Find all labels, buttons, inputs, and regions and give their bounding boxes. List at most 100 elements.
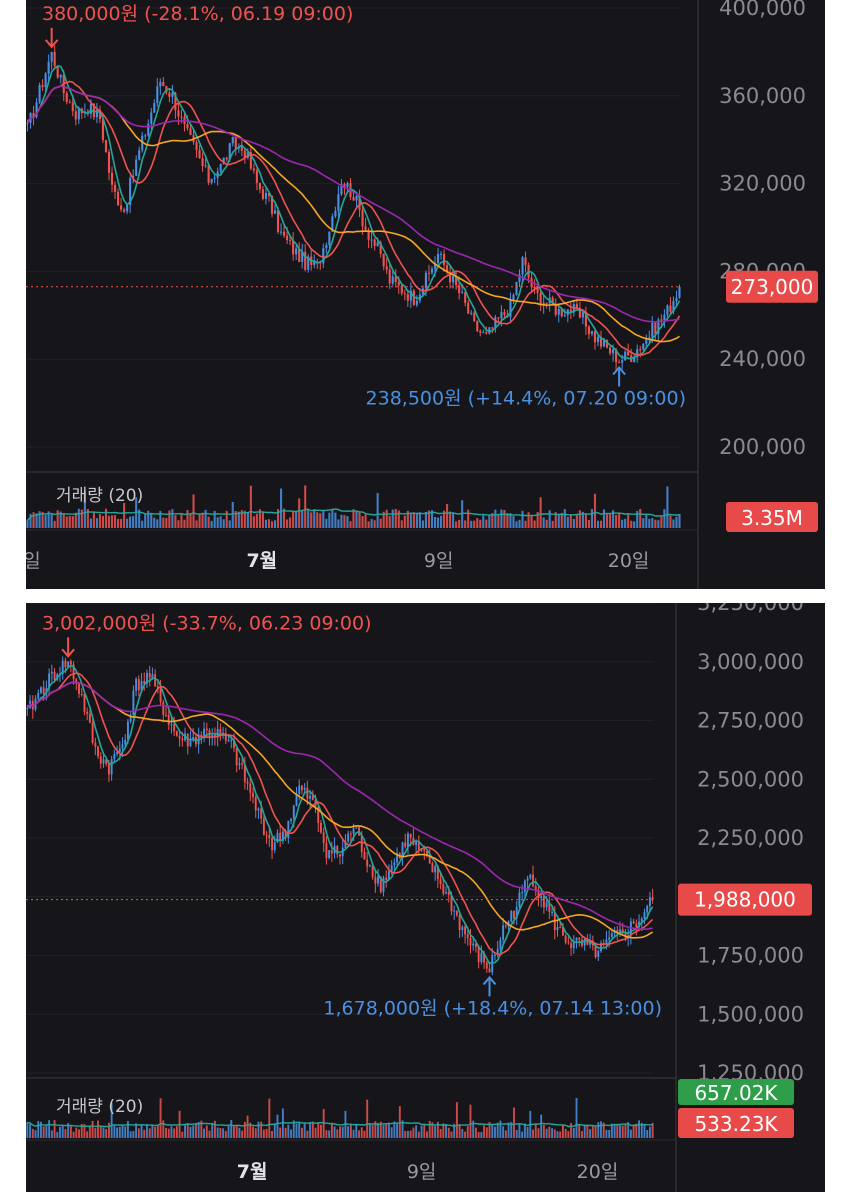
ma-mid-line: [26, 80, 681, 356]
volume-bar: [521, 1131, 524, 1138]
candle: [207, 164, 210, 186]
volume-bar: [575, 1098, 578, 1138]
volume-bar: [298, 498, 301, 528]
volume-bar: [436, 517, 440, 528]
candle: [283, 225, 286, 239]
volume-bar: [132, 1130, 135, 1138]
candle: [436, 247, 440, 265]
volume-bar: [483, 1125, 486, 1138]
volume-bar: [222, 519, 225, 528]
volume-bar: [391, 509, 394, 528]
volume-bar: [298, 1122, 301, 1138]
candle: [618, 359, 621, 364]
candle: [515, 281, 518, 296]
volume-bar: [420, 1125, 423, 1138]
volume-bar: [102, 1127, 105, 1138]
up-arrow-icon: [482, 975, 497, 997]
volume-bar: [615, 515, 618, 528]
volume-bar: [464, 1131, 467, 1138]
volume-bar: [666, 486, 669, 528]
volume-bar: [433, 516, 437, 528]
volume-bar: [189, 514, 192, 528]
volume-bar: [373, 520, 376, 528]
candle: [95, 103, 98, 124]
volume-bar: [129, 516, 132, 528]
volume-bar: [35, 513, 38, 528]
candle: [394, 269, 397, 288]
volume-bar: [600, 1121, 602, 1138]
volume-bar: [642, 518, 645, 528]
volume-bar: [504, 1130, 507, 1138]
volume-bar: [651, 518, 654, 528]
candle: [570, 938, 573, 956]
candle: [648, 891, 651, 912]
volume-bar: [129, 1131, 132, 1138]
chart-canvas-bottom[interactable]: 3,250,000 3,000,000 2,750,000 2,500,000 2,25…: [26, 603, 825, 1192]
candle: [94, 737, 97, 756]
candle: [368, 864, 371, 867]
candle: [320, 819, 322, 834]
volume-bar: [219, 516, 222, 528]
volume-bar: [144, 513, 147, 528]
candle: [135, 155, 138, 176]
candle: [387, 864, 390, 881]
volume-bar: [551, 520, 554, 528]
volume-bar: [572, 519, 575, 528]
volume-bar: [578, 510, 581, 528]
volume-bar: [141, 520, 144, 528]
price-chart-top[interactable]: 400,000360,000320,000280,000240,000200,0…: [26, 0, 825, 589]
ma-longest-line: [26, 85, 680, 323]
candle: [403, 289, 406, 301]
candle: [162, 76, 165, 87]
volume-bar: [612, 510, 615, 528]
volume-bar: [458, 519, 461, 528]
candle: [120, 197, 123, 213]
candle: [219, 723, 222, 741]
volume-bar: [171, 509, 174, 528]
volume-bar: [575, 513, 578, 528]
volume-bar: [589, 1129, 592, 1138]
volume-bar: [192, 1125, 195, 1138]
candle: [370, 231, 373, 249]
volume-bar: [398, 1106, 401, 1138]
volume-bar: [336, 1129, 339, 1138]
volume-bar: [140, 1124, 143, 1138]
volume-bar: [358, 511, 361, 528]
price-chart-bottom[interactable]: 3,250,000 3,000,000 2,750,000 2,500,000 2,25…: [26, 603, 825, 1192]
candle: [213, 173, 216, 184]
volume-bar: [230, 1120, 233, 1138]
volume-bar: [602, 1122, 605, 1138]
candle: [50, 51, 53, 70]
candle: [337, 185, 340, 219]
candle: [42, 680, 45, 701]
volume-bar: [572, 1127, 575, 1138]
volume-bar: [143, 1129, 146, 1138]
candle: [204, 156, 207, 168]
volume-bar: [107, 515, 111, 528]
candle: [328, 849, 331, 860]
volume-bar: [347, 1126, 350, 1138]
volume-bar: [610, 1123, 613, 1138]
volume-bar: [320, 1124, 322, 1138]
candle: [231, 136, 234, 147]
volume-badge-up: 657.02K: [678, 1079, 794, 1105]
volume-bar: [205, 1125, 208, 1138]
volume-bar: [616, 1124, 619, 1138]
candle: [171, 84, 174, 105]
candle: [325, 836, 328, 865]
candle: [48, 668, 51, 696]
candle: [65, 91, 68, 105]
volume-bar: [262, 1129, 265, 1138]
chart-canvas-top[interactable]: 400,000360,000320,000280,000240,000200,0…: [26, 0, 825, 589]
volume-bar: [494, 509, 497, 528]
volume-ma-line: [26, 508, 680, 521]
volume-bar: [150, 512, 153, 528]
volume-bar: [249, 1122, 252, 1138]
candle: [355, 827, 358, 829]
volume-bar: [289, 517, 292, 528]
candle: [271, 836, 273, 860]
volume-bar: [295, 1123, 298, 1138]
candle: [479, 329, 482, 337]
volume-bar: [189, 1126, 192, 1138]
volume-bar: [537, 1128, 540, 1138]
